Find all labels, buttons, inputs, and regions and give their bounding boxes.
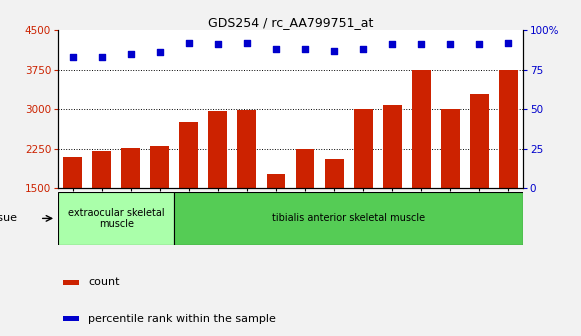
Point: [213, 42, 223, 47]
Bar: [412, 70, 431, 188]
Point: [155, 50, 164, 55]
Point: [417, 42, 426, 47]
Bar: [267, 174, 285, 188]
Bar: [63, 317, 79, 321]
Point: [97, 54, 106, 60]
Bar: [470, 94, 489, 188]
Bar: [238, 110, 256, 188]
Bar: [121, 148, 140, 188]
Point: [126, 51, 135, 57]
Bar: [58, 192, 174, 245]
Text: extraocular skeletal
muscle: extraocular skeletal muscle: [68, 208, 164, 229]
Bar: [441, 109, 460, 188]
Bar: [354, 109, 372, 188]
Title: GDS254 / rc_AA799751_at: GDS254 / rc_AA799751_at: [208, 16, 373, 29]
Bar: [325, 159, 343, 188]
Point: [184, 40, 193, 46]
Bar: [383, 105, 401, 188]
Bar: [174, 192, 523, 245]
Point: [68, 54, 77, 60]
Point: [504, 40, 513, 46]
Point: [475, 42, 484, 47]
Bar: [180, 122, 198, 188]
Bar: [63, 280, 79, 285]
Bar: [296, 149, 314, 188]
Bar: [499, 70, 518, 188]
Text: percentile rank within the sample: percentile rank within the sample: [88, 314, 276, 324]
Bar: [63, 157, 82, 188]
Point: [300, 46, 310, 52]
Point: [358, 46, 368, 52]
Bar: [150, 145, 169, 188]
Point: [388, 42, 397, 47]
Bar: [92, 151, 111, 188]
Text: count: count: [88, 278, 120, 287]
Point: [329, 48, 339, 53]
Bar: [209, 111, 227, 188]
Text: tissue: tissue: [0, 213, 17, 223]
Text: tibialis anterior skeletal muscle: tibialis anterior skeletal muscle: [272, 213, 425, 223]
Point: [271, 46, 281, 52]
Point: [446, 42, 455, 47]
Point: [242, 40, 252, 46]
